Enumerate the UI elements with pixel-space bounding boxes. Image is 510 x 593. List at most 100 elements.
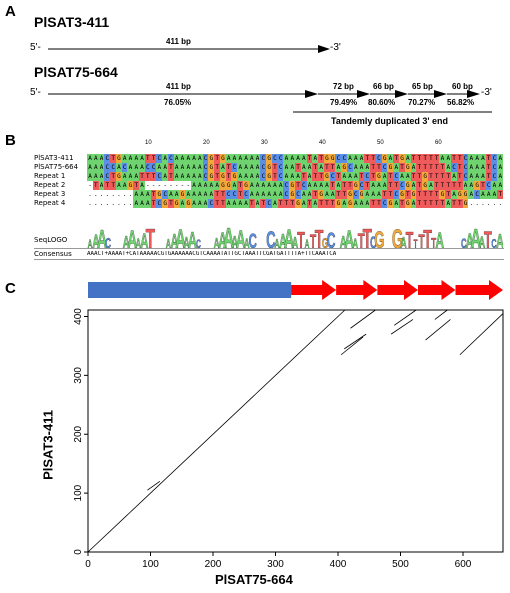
sequence-cell: A (479, 163, 486, 172)
dotplot-segment (147, 481, 161, 491)
logo-letter: A (97, 226, 107, 250)
sequence-cell: A (323, 181, 330, 190)
logo-letter: A (214, 234, 220, 250)
sequence-cell: . (110, 190, 117, 199)
seq2-main-length: 411 bp (166, 82, 191, 91)
sequence-cell: T (451, 199, 458, 208)
x-tick-label: 600 (455, 559, 472, 570)
sequence-cell: T (318, 172, 325, 181)
sequence-cell: T (427, 190, 434, 199)
sequence-cell: A (474, 172, 481, 181)
row-label: Repeat 2 (34, 181, 66, 189)
seq2-main-pct: 76.05% (164, 98, 192, 107)
sequence-cell: T (277, 199, 284, 208)
sequence-cell: T (451, 154, 458, 163)
logo-letter: A (284, 223, 295, 250)
y-tick-label: 100 (73, 484, 84, 501)
sequence-cell: T (439, 181, 446, 190)
sequence-cell: A (427, 181, 434, 190)
sequence-cell: A (364, 163, 371, 172)
seqlogo-label: SeqLOGO (34, 236, 68, 244)
sequence-cell: T (289, 199, 296, 208)
sequence-cell: C (202, 163, 209, 172)
sequence-cell: T (341, 190, 348, 199)
sequence-cell: T (237, 190, 244, 199)
sequence-cell: A (243, 172, 250, 181)
sequence-cell: T (375, 199, 382, 208)
sequence-cell: G (387, 163, 394, 172)
sequence-cell: G (323, 172, 330, 181)
sequence-cell: T (485, 163, 492, 172)
sequence-cell: C (335, 154, 342, 163)
sequence-cell: C (352, 190, 359, 199)
x-tick-label: 100 (142, 559, 159, 570)
sequence-cell: G (329, 154, 336, 163)
consensus-divider (34, 248, 504, 249)
sequence-cell: C (462, 163, 469, 172)
sequence-cell: A (133, 190, 140, 199)
bar-arrow (418, 280, 456, 300)
sequence-cell: T (329, 181, 336, 190)
sequence-cell: A (196, 199, 203, 208)
logo-letter: A (496, 231, 503, 250)
sequence-cell: T (451, 181, 458, 190)
sequence-cell: T (404, 190, 411, 199)
sequence-cell: A (133, 154, 140, 163)
logo-letter: T (423, 226, 432, 250)
sequence-cell: T (295, 163, 302, 172)
sequence-cell: G (439, 190, 446, 199)
sequence-cell: T (335, 172, 342, 181)
logo-letter: C (370, 233, 377, 250)
sequence-cell: G (208, 163, 215, 172)
sequence-cell: A (341, 199, 348, 208)
sequence-cell: A (98, 154, 105, 163)
sequence-cell: C (110, 163, 117, 172)
sequence-cell: G (375, 172, 382, 181)
sequence-cell: A (445, 199, 452, 208)
sequence-cell: . (479, 199, 486, 208)
dotplot-segment (459, 313, 504, 356)
sequence-cell: . (87, 190, 94, 199)
sequence-cell: T (214, 199, 221, 208)
sequence-cell: A (462, 181, 469, 190)
seq2-three-prime: -3' (481, 87, 492, 98)
sequence-cell: A (318, 181, 325, 190)
sequence-cell: T (271, 163, 278, 172)
sequence-cell: G (266, 163, 273, 172)
sequence-cell: A (248, 181, 255, 190)
sequence-cell: A (485, 190, 492, 199)
sequence-cell: T (399, 199, 406, 208)
sequence-cell: A (260, 190, 267, 199)
sequence-cell: A (271, 190, 278, 199)
sequence-cell: T (370, 163, 377, 172)
sequence-cell: C (266, 199, 273, 208)
sequence-cell: A (358, 154, 365, 163)
logo-letter: T (358, 229, 365, 250)
sequence-cell: A (312, 199, 319, 208)
sequence-cell: A (243, 154, 250, 163)
sequence-cell: A (295, 154, 302, 163)
sequence-cell: - (156, 181, 163, 190)
sequence-cell: T (312, 190, 319, 199)
sequence-cell: G (289, 190, 296, 199)
sequence-cell: . (92, 199, 99, 208)
logo-letter: T (315, 226, 324, 250)
sequence-cell: A (115, 181, 122, 190)
logo-letter: A (236, 227, 246, 250)
sequence-cell: A (139, 190, 146, 199)
sequence-cell: A (410, 199, 417, 208)
sequence-cell: T (433, 181, 440, 190)
logo-letter: A (183, 233, 189, 250)
sequence-cell: - (144, 181, 151, 190)
sequence-cell: A (306, 163, 313, 172)
sequence-cell: T (364, 181, 371, 190)
sequence-cell: G (179, 190, 186, 199)
sequence-cell: T (306, 199, 313, 208)
sequence-cell: A (479, 190, 486, 199)
sequence-cell: A (404, 154, 411, 163)
sequence-cell: T (485, 154, 492, 163)
sequence-cell: A (173, 172, 180, 181)
sequence-cell: G (208, 172, 215, 181)
sequence-cell: G (162, 199, 169, 208)
